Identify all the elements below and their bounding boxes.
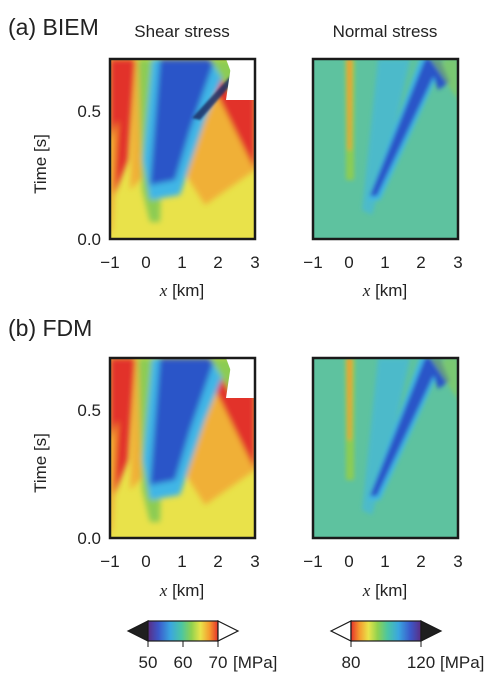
x-tick: 1 — [177, 253, 186, 272]
x-tick: 0 — [344, 253, 353, 272]
x-ticks-a-normal: −1 0 1 2 3 — [303, 253, 462, 272]
x-tick: 0 — [141, 253, 150, 272]
x-ticks-a-shear: −1 0 1 2 3 — [100, 253, 259, 272]
shear-colorbar-tick: 50 — [139, 653, 158, 672]
normal-colorbar-gradient — [350, 620, 422, 642]
shear-colorbar-gradient — [147, 620, 219, 642]
y-axis-label-a: Time [s] — [31, 134, 50, 194]
shear-colorbar-tick: 70 — [209, 653, 228, 672]
x-ticks-b-normal: −1 0 1 2 3 — [303, 552, 462, 571]
x-tick: 0 — [141, 552, 150, 571]
fdm-normal-frame — [311, 356, 460, 540]
x-tick: −1 — [100, 253, 119, 272]
y-tick-a-0.5: 0.5 — [77, 102, 101, 121]
x-tick: 3 — [453, 253, 462, 272]
shear-colorbar-tick: 60 — [174, 653, 193, 672]
y-tick-b-0.0: 0.0 — [77, 529, 101, 548]
x-tick: −1 — [100, 552, 119, 571]
normal-colorbar-tick: 80 — [342, 653, 361, 672]
x-tick: −1 — [303, 253, 322, 272]
x-axis-label-a-shear: x [km] — [159, 281, 204, 300]
x-axis-label-b-shear: x [km] — [159, 581, 204, 600]
shear-colorbar: 50 60 70 [MPa] — [126, 620, 277, 672]
x-tick: 2 — [213, 552, 222, 571]
fdm-normal-heatmap — [313, 358, 458, 538]
x-ticks-b-shear: −1 0 1 2 3 — [100, 552, 259, 571]
normal-colorbar: 80 120 [MPa] — [329, 620, 484, 672]
x-tick: 3 — [250, 253, 259, 272]
shear-colorbar-low-extension — [126, 620, 149, 642]
biem-normal-heatmap — [313, 59, 458, 239]
shear-colorbar-high-extension — [217, 620, 240, 642]
panel-b-label: (b) FDM — [8, 315, 92, 341]
x-tick: 1 — [380, 253, 389, 272]
x-tick: 3 — [250, 552, 259, 571]
shear-stress-title: Shear stress — [134, 22, 229, 41]
normal-colorbar-high-extension — [420, 620, 443, 642]
fdm-shear-heatmap — [110, 358, 255, 538]
normal-colorbar-unit: [MPa] — [440, 653, 484, 672]
y-tick-a-0.0: 0.0 — [77, 230, 101, 249]
biem-shear-frame — [108, 57, 257, 241]
x-tick: 3 — [453, 552, 462, 571]
fdm-shear-frame — [108, 356, 257, 540]
normal-colorbar-tick: 120 — [407, 653, 435, 672]
x-tick: 2 — [416, 552, 425, 571]
shear-colorbar-unit: [MPa] — [233, 653, 277, 672]
x-axis-label-b-normal: x [km] — [362, 581, 407, 600]
x-tick: 0 — [344, 552, 353, 571]
normal-colorbar-low-extension — [329, 620, 352, 642]
x-axis-label-a-normal: x [km] — [362, 281, 407, 300]
y-tick-b-0.5: 0.5 — [77, 401, 101, 420]
x-tick: 2 — [213, 253, 222, 272]
panel-a-label: (a) BIEM — [8, 14, 99, 40]
biem-shear-heatmap — [110, 59, 255, 239]
x-tick: 2 — [416, 253, 425, 272]
y-axis-label-b: Time [s] — [31, 433, 50, 493]
x-tick: 1 — [380, 552, 389, 571]
x-tick: −1 — [303, 552, 322, 571]
biem-normal-frame — [311, 57, 460, 241]
normal-stress-title: Normal stress — [333, 22, 438, 41]
x-tick: 1 — [177, 552, 186, 571]
